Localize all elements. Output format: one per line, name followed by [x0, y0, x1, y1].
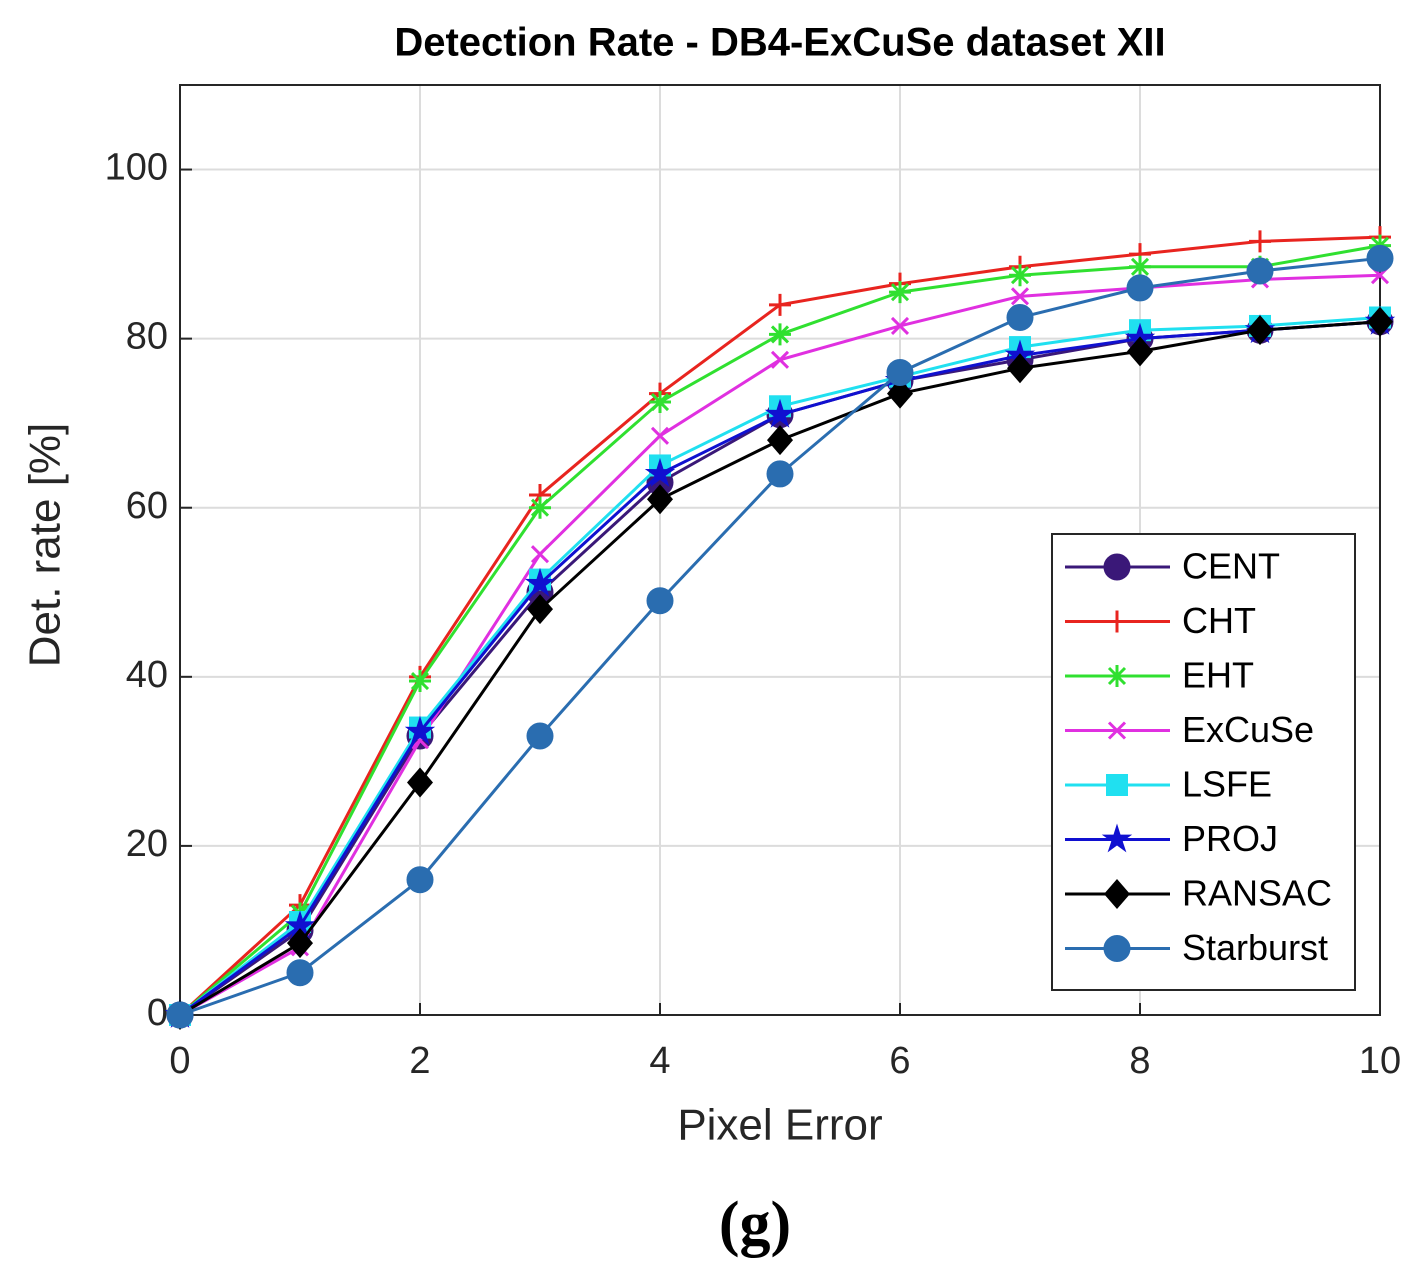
y-tick-label: 80: [126, 316, 168, 358]
x-tick-label: 4: [649, 1040, 670, 1082]
marker: [526, 722, 554, 750]
marker: [1103, 553, 1131, 581]
marker: [1129, 255, 1151, 278]
marker: [1366, 244, 1394, 272]
marker: [527, 594, 553, 625]
marker: [524, 567, 556, 597]
marker: [889, 281, 911, 304]
marker: [766, 460, 794, 488]
marker: [770, 350, 790, 369]
marker: [1106, 774, 1128, 796]
marker: [886, 358, 914, 386]
marker: [1007, 353, 1033, 384]
marker: [769, 293, 791, 316]
marker: [166, 1001, 194, 1029]
marker: [890, 316, 910, 336]
series: [166, 244, 1394, 1029]
marker: [284, 910, 316, 940]
legend-label: RANSAC: [1182, 873, 1332, 914]
legend-box: [1051, 533, 1356, 991]
marker: [286, 959, 314, 987]
marker: [646, 587, 674, 615]
x-tick-label: 10: [1359, 1040, 1401, 1082]
legend-label: EHT: [1182, 655, 1254, 696]
marker: [887, 378, 913, 409]
caption: (g): [719, 1190, 791, 1258]
legend-label: PROJ: [1182, 818, 1278, 859]
legend-label: CHT: [1182, 600, 1256, 641]
marker: [404, 715, 436, 745]
y-tick-label: 0: [147, 992, 168, 1034]
marker: [769, 323, 791, 346]
legend-label: LSFE: [1182, 764, 1272, 805]
marker: [530, 545, 550, 564]
marker: [1101, 823, 1133, 853]
marker: [1106, 665, 1128, 687]
x-axis-label: Pixel Error: [677, 1101, 882, 1150]
marker: [409, 670, 431, 693]
marker: [1127, 336, 1153, 367]
marker: [1104, 879, 1130, 909]
y-tick-label: 40: [126, 654, 168, 696]
legend-label: CENT: [1182, 546, 1280, 587]
marker: [1107, 721, 1127, 740]
plot-frame: [179, 84, 1381, 1016]
marker: [1126, 274, 1154, 302]
marker: [767, 425, 793, 456]
marker: [1006, 304, 1034, 331]
marker: [1249, 230, 1271, 253]
chart-title: Detection Rate - DB4-ExCuSe dataset XII: [394, 21, 1165, 65]
x-tick-label: 0: [169, 1040, 190, 1082]
legend-label: ExCuSe: [1182, 709, 1314, 750]
marker: [764, 398, 796, 428]
marker: [1009, 264, 1031, 287]
y-tick-label: 100: [105, 147, 168, 189]
marker: [529, 496, 551, 519]
marker: [647, 484, 673, 515]
marker: [649, 391, 671, 414]
x-tick-label: 6: [889, 1040, 910, 1082]
marker: [644, 457, 676, 487]
marker: [1367, 306, 1393, 337]
marker: [1106, 610, 1128, 633]
marker: [1010, 287, 1030, 306]
series: [167, 306, 1393, 1030]
marker: [407, 767, 433, 798]
marker: [1103, 935, 1131, 962]
legend: CENT CHT EHT ExCuSe LSFE PROJ RANSAC Starburst: [1051, 533, 1356, 991]
y-axis-label: Det. rate [%]: [21, 423, 70, 668]
marker: [650, 426, 670, 445]
x-tick-label: 2: [409, 1040, 430, 1082]
y-tick-label: 60: [126, 485, 168, 527]
marker: [1247, 315, 1273, 346]
x-tick-label: 8: [1129, 1040, 1150, 1082]
marker: [1246, 257, 1274, 285]
legend-label: Starburst: [1182, 927, 1328, 968]
marker: [406, 866, 434, 894]
y-tick-label: 20: [126, 823, 168, 865]
marker: [287, 928, 313, 959]
